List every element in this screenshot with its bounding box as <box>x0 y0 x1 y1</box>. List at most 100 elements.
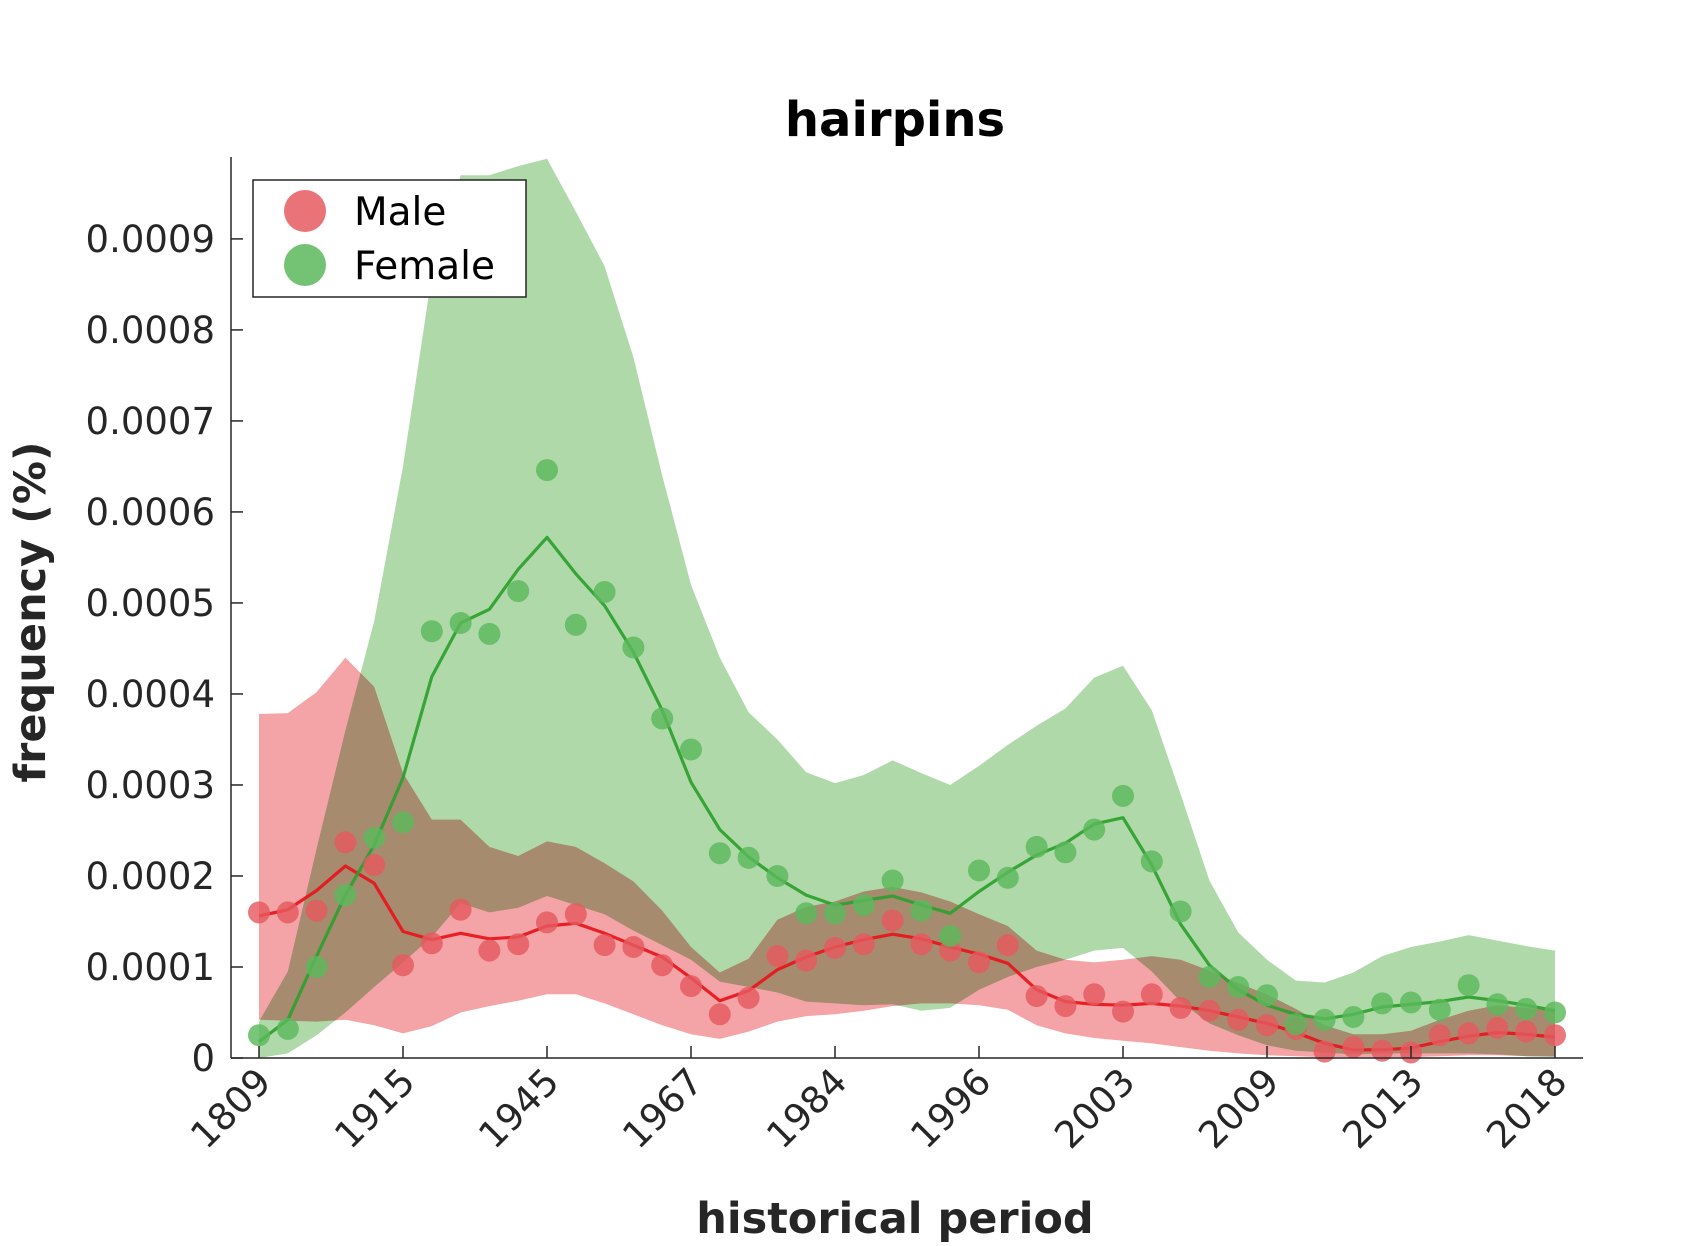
point-female <box>1256 984 1278 1007</box>
point-male <box>1428 1024 1451 1047</box>
point-male <box>305 899 328 922</box>
point-female <box>392 811 414 834</box>
point-female <box>1400 991 1422 1014</box>
x-tick-label: 1915 <box>326 1060 423 1157</box>
point-male <box>1054 995 1077 1018</box>
x-tick-label: 1945 <box>470 1060 567 1157</box>
point-male <box>420 932 443 955</box>
point-male <box>1342 1036 1365 1059</box>
axes <box>230 157 1583 1059</box>
point-female <box>334 884 357 907</box>
point-female <box>1486 993 1509 1016</box>
smoothed-lines <box>258 535 1556 1052</box>
data-markers <box>248 459 1566 1064</box>
point-male <box>248 901 270 924</box>
point-female <box>852 894 875 917</box>
point-male <box>737 986 760 1009</box>
point-male <box>449 898 472 921</box>
point-male <box>1083 983 1106 1006</box>
point-male <box>1313 1040 1336 1063</box>
y-tick-label: 0.0007 <box>86 400 215 443</box>
point-female <box>737 846 760 869</box>
line-male <box>258 864 1556 1052</box>
point-female <box>1198 966 1221 988</box>
point-female <box>536 459 558 482</box>
point-male <box>1544 1024 1566 1047</box>
point-male <box>852 933 875 956</box>
y-tick-label: 0.0004 <box>86 673 215 716</box>
point-male <box>1025 985 1048 1008</box>
point-female <box>1054 841 1077 864</box>
point-female <box>622 636 645 659</box>
point-female <box>1140 850 1163 873</box>
y-axis-label: frequency (%) <box>6 441 56 782</box>
point-male <box>766 945 789 968</box>
point-female <box>968 859 990 882</box>
y-tick-label: 0.0005 <box>86 582 215 625</box>
point-female <box>449 612 472 634</box>
legend-marker-female <box>284 244 326 286</box>
point-male <box>1371 1039 1394 1062</box>
point-female <box>305 956 328 978</box>
y-tick-label: 0.0009 <box>86 218 215 261</box>
point-female <box>1313 1008 1336 1031</box>
point-female <box>680 738 702 761</box>
point-male <box>651 954 674 977</box>
point-male <box>1198 999 1221 1022</box>
y-tick-label: 0.0008 <box>86 309 215 352</box>
point-male <box>1256 1014 1278 1037</box>
point-male <box>622 936 645 958</box>
point-female <box>996 866 1019 889</box>
point-female <box>1371 992 1394 1015</box>
y-tick-label: 0.0001 <box>86 946 215 989</box>
point-female <box>708 842 731 865</box>
point-female <box>1112 784 1134 807</box>
point-male <box>1515 1020 1538 1043</box>
point-female <box>651 707 674 730</box>
point-male <box>1486 1017 1509 1039</box>
legend-label-female: Female <box>354 244 495 289</box>
y-tick-label: 0.0002 <box>86 855 215 898</box>
x-tick-label: 2003 <box>1046 1060 1143 1157</box>
point-male <box>1169 996 1192 1019</box>
legend: Male Female <box>252 179 527 298</box>
point-female <box>276 1017 299 1040</box>
point-male <box>708 1003 731 1026</box>
point-female <box>420 620 443 643</box>
point-male <box>276 901 299 924</box>
legend-marker-male <box>284 190 326 232</box>
point-female <box>766 865 789 887</box>
x-tick-label: 1996 <box>902 1060 999 1157</box>
point-male <box>1457 1022 1480 1045</box>
point-female <box>1428 998 1451 1021</box>
x-tick-label: 2018 <box>1478 1060 1575 1157</box>
point-male <box>478 939 501 962</box>
point-male <box>996 934 1019 957</box>
point-male <box>1227 1008 1250 1031</box>
point-male <box>564 903 587 926</box>
point-female <box>881 869 904 892</box>
point-male <box>593 934 616 957</box>
point-male <box>392 954 414 977</box>
point-female <box>507 580 530 603</box>
point-female <box>564 613 587 636</box>
band-female <box>259 158 1555 1059</box>
line-female <box>258 535 1556 1043</box>
point-female <box>1544 1001 1566 1024</box>
y-tick-label: 0 <box>191 1037 215 1080</box>
point-male <box>536 911 558 934</box>
point-male <box>881 909 904 932</box>
point-male <box>824 936 846 959</box>
point-male <box>334 831 357 854</box>
x-tick-label: 1984 <box>758 1060 855 1157</box>
point-male <box>968 951 990 974</box>
point-male <box>363 854 386 877</box>
y-tick-label: 0.0003 <box>86 764 215 807</box>
point-female <box>910 899 933 922</box>
point-female <box>824 902 846 925</box>
point-male <box>680 975 702 998</box>
point-male <box>1112 1000 1134 1023</box>
point-female <box>363 826 386 849</box>
point-male <box>910 933 933 956</box>
